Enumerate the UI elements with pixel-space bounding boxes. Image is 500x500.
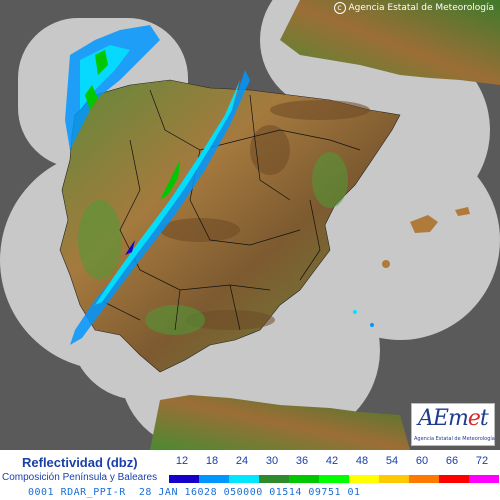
- legend-tick-label: 54: [385, 455, 399, 467]
- legend-swatch: [319, 475, 349, 483]
- logo-brand-e: e: [467, 406, 481, 431]
- legend-tick-label: 18: [205, 455, 219, 467]
- legend-swatch: [259, 475, 289, 483]
- logo-subtitle: Agencia Estatal de Meteorología: [414, 436, 495, 442]
- land-france: [280, 0, 500, 85]
- legend-swatch: [409, 475, 439, 483]
- copyright-icon: c: [333, 2, 346, 14]
- logo-brand-a: AE: [418, 406, 449, 431]
- legend-subtitle: Composición Península y Baleares: [2, 472, 158, 483]
- legend-tick-label: 60: [415, 455, 429, 467]
- land-balearic: [382, 207, 470, 268]
- legend-swatch: [469, 475, 499, 483]
- lowlands: [78, 152, 348, 335]
- legend-swatch: [439, 475, 469, 483]
- legend-tick-label: 72: [475, 455, 489, 467]
- reflectivity-legend: Reflectividad (dbz) Composición Penínsul…: [0, 450, 500, 486]
- legend-tick-label: 66: [445, 455, 459, 467]
- copyright-notice: c Agencia Estatal de Meteorología: [333, 2, 495, 14]
- logo-brand: AEmet: [418, 406, 489, 431]
- land-north-africa: [150, 395, 410, 450]
- logo-brand-t: t: [479, 406, 489, 431]
- logo-brand-m: m: [447, 406, 469, 431]
- legend-tick-label: 42: [325, 455, 339, 467]
- radar-map-canvas: [0, 0, 500, 450]
- aemet-logo: AEmet Agencia Estatal de Meteorología: [411, 403, 495, 446]
- legend-tick-label: 12: [175, 455, 189, 467]
- precipitation-echoes: [65, 25, 374, 345]
- legend-swatch: [199, 475, 229, 483]
- legend-swatch: [379, 475, 409, 483]
- copyright-text: Agencia Estatal de Meteorología: [348, 3, 495, 13]
- legend-scale: 12 18 24 30 36 42 48 54 60 66 72: [167, 455, 499, 483]
- relief: [160, 100, 370, 330]
- legend-swatch: [229, 475, 259, 483]
- legend-swatch: [349, 475, 379, 483]
- legend-title: Reflectividad (dbz): [22, 455, 138, 470]
- legend-tick-label: 24: [235, 455, 249, 467]
- legend-tick-label: 36: [295, 455, 309, 467]
- legend-swatch: [289, 475, 319, 483]
- product-footer: 0001 RDAR_PPI-R 28 JAN 16028 050000 0151…: [0, 486, 500, 500]
- legend-tick-label: 48: [355, 455, 369, 467]
- legend-swatch: [169, 475, 199, 483]
- radar-map: c Agencia Estatal de Meteorología AEmet A…: [0, 0, 500, 450]
- legend-tick-label: 30: [265, 455, 279, 467]
